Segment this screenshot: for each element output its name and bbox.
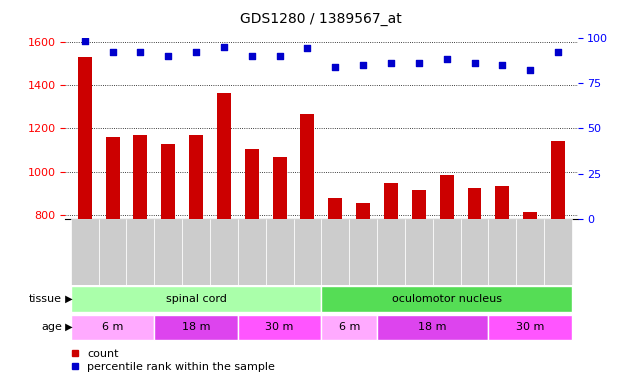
Point bbox=[497, 62, 507, 68]
Text: spinal cord: spinal cord bbox=[166, 294, 227, 304]
Text: 30 m: 30 m bbox=[516, 322, 545, 332]
Text: 30 m: 30 m bbox=[265, 322, 294, 332]
Bar bbox=[189, 135, 203, 219]
Text: 6 m: 6 m bbox=[102, 322, 123, 332]
FancyBboxPatch shape bbox=[294, 219, 322, 285]
Bar bbox=[329, 198, 342, 219]
Text: 6 m: 6 m bbox=[338, 322, 360, 332]
FancyBboxPatch shape bbox=[154, 219, 182, 285]
FancyBboxPatch shape bbox=[489, 219, 516, 285]
Bar bbox=[412, 190, 426, 219]
Point bbox=[135, 49, 145, 55]
Bar bbox=[551, 141, 565, 219]
FancyBboxPatch shape bbox=[377, 315, 489, 340]
Point bbox=[358, 62, 368, 68]
Point bbox=[274, 53, 284, 59]
Text: GDS1280 / 1389567_at: GDS1280 / 1389567_at bbox=[240, 12, 402, 26]
Point bbox=[386, 60, 396, 66]
Text: 18 m: 18 m bbox=[419, 322, 447, 332]
Point bbox=[442, 56, 451, 62]
Point bbox=[525, 67, 535, 73]
FancyBboxPatch shape bbox=[71, 315, 154, 340]
Bar bbox=[384, 183, 398, 219]
Point bbox=[107, 49, 117, 55]
Bar bbox=[440, 175, 453, 219]
FancyBboxPatch shape bbox=[461, 219, 489, 285]
FancyBboxPatch shape bbox=[377, 219, 405, 285]
Point bbox=[79, 38, 89, 44]
FancyBboxPatch shape bbox=[210, 219, 238, 285]
Text: ▶: ▶ bbox=[62, 294, 73, 304]
FancyBboxPatch shape bbox=[71, 286, 322, 312]
FancyBboxPatch shape bbox=[238, 219, 266, 285]
Point bbox=[219, 44, 229, 50]
Point bbox=[330, 64, 340, 70]
Text: 18 m: 18 m bbox=[182, 322, 211, 332]
Point bbox=[247, 53, 256, 59]
FancyBboxPatch shape bbox=[71, 219, 99, 285]
Bar bbox=[496, 186, 509, 219]
Point bbox=[191, 49, 201, 55]
Point bbox=[414, 60, 424, 66]
FancyBboxPatch shape bbox=[99, 219, 127, 285]
Bar bbox=[273, 157, 286, 219]
FancyBboxPatch shape bbox=[182, 219, 210, 285]
Bar bbox=[78, 57, 92, 219]
Bar bbox=[106, 137, 119, 219]
Point bbox=[302, 45, 312, 51]
Bar bbox=[134, 135, 147, 219]
Point bbox=[469, 60, 479, 66]
Text: age: age bbox=[41, 322, 62, 332]
FancyBboxPatch shape bbox=[322, 286, 572, 312]
FancyBboxPatch shape bbox=[322, 219, 349, 285]
FancyBboxPatch shape bbox=[349, 219, 377, 285]
Bar bbox=[217, 93, 231, 219]
FancyBboxPatch shape bbox=[516, 219, 544, 285]
Text: oculomotor nucleus: oculomotor nucleus bbox=[392, 294, 502, 304]
FancyBboxPatch shape bbox=[544, 219, 572, 285]
Bar bbox=[468, 188, 481, 219]
Text: ▶: ▶ bbox=[62, 322, 73, 332]
FancyBboxPatch shape bbox=[322, 315, 377, 340]
FancyBboxPatch shape bbox=[433, 219, 461, 285]
FancyBboxPatch shape bbox=[127, 219, 154, 285]
FancyBboxPatch shape bbox=[405, 219, 433, 285]
FancyBboxPatch shape bbox=[489, 315, 572, 340]
Point bbox=[553, 49, 563, 55]
FancyBboxPatch shape bbox=[266, 219, 294, 285]
FancyBboxPatch shape bbox=[154, 315, 238, 340]
Legend: count, percentile rank within the sample: count, percentile rank within the sample bbox=[71, 349, 275, 372]
Bar bbox=[356, 203, 370, 219]
FancyBboxPatch shape bbox=[238, 315, 322, 340]
Bar bbox=[524, 212, 537, 219]
Bar bbox=[245, 149, 259, 219]
Point bbox=[163, 53, 173, 59]
Text: tissue: tissue bbox=[29, 294, 62, 304]
Bar bbox=[161, 144, 175, 219]
Bar bbox=[301, 114, 314, 219]
